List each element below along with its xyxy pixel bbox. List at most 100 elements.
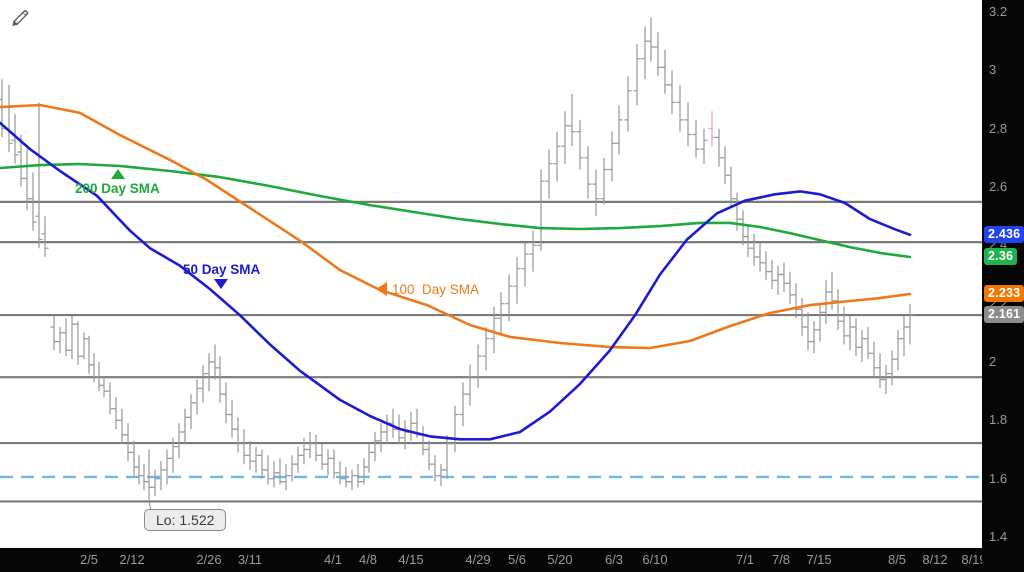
ohlc-bar [336,461,344,485]
ohlc-bar [68,315,76,360]
x-axis-tick-label: 6/3 [604,552,624,567]
ohlc-bar [407,411,415,441]
ohlc-bar [600,157,608,205]
ohlc-bar [816,303,824,342]
ohlc-bar [894,329,902,371]
ohlc-bar [647,17,655,62]
ohlc-bar [145,449,153,502]
ohlc-bar [497,292,505,336]
x-axis-tick-label: 4/29 [465,552,491,567]
y-axis-tick-label: 1.6 [989,470,1008,486]
y-axis-tick-label: 3 [989,62,997,78]
ohlc-bar [330,449,338,479]
x-axis-tick-label: 2/26 [196,552,222,567]
ohlc-bar [35,102,43,249]
ohlc-bar [692,119,700,158]
ohlc-bar [437,464,445,486]
ohlc-bar [537,169,545,252]
ohlc-bar [240,429,248,465]
ohlc-bar [74,321,82,365]
ohlc-bar [553,131,561,182]
ohlc-bar [175,423,183,459]
ohlc-bar [401,420,409,450]
ohlc-bar [684,102,692,147]
ohlc-bar [228,399,236,438]
x-axis-tick-label: 2/5 [79,552,99,567]
ohlc-bar [312,434,320,462]
ohlc-bar [762,251,770,281]
ohlc-bar [443,434,451,479]
ohlc-bar [739,210,747,246]
ohlc-bar [608,131,616,182]
ohlc-bar [130,440,138,476]
y-axis-tick-label: 2.8 [989,120,1008,136]
ohlc-bar [482,327,490,371]
ohlc-bar [721,146,729,185]
ohlc-bar [568,93,576,147]
ohlc-bar [668,70,676,115]
ohlc-bar [41,216,49,257]
ohlc-bar [858,329,866,362]
ohlc-bar [234,417,242,453]
ohlc-bar [140,464,148,491]
ohlc-bar [768,259,776,290]
ohlc-bar [466,364,474,406]
ohlc-bar [193,379,201,415]
x-axis-tick-label: 8/12 [922,552,948,567]
ohlc-bar [80,332,88,360]
sma50-marker-triangle-icon [214,279,228,289]
ohlc-bar [654,32,662,77]
sma200-line [0,162,912,259]
price-axis[interactable]: 3.2 3 2.8 2.6 2.4 2.2 2 1.8 1.6 1.4 2.436 2.36 2.233… [982,0,1024,572]
ohlc-bar [876,353,884,389]
ohlc-bar [529,230,537,272]
x-axis-tick-label: 8/19 [961,552,987,567]
y-axis-tick-label: 2.6 [989,179,1008,194]
ohlc-bar [756,242,764,272]
ohlc-bar [834,289,842,330]
ohlc-bar [199,364,207,403]
ohlc-bar [294,446,302,473]
ohlc-bar [521,242,529,287]
y-axis-tick-label: 1.4 [989,529,1008,544]
ohlc-bar [252,446,260,473]
ohlc-bar [715,128,723,167]
x-axis-tick-label: 7/15 [806,552,832,567]
price-chart-surface[interactable] [0,0,982,548]
x-axis-tick-label: 3/11 [237,552,263,567]
time-axis[interactable]: 2/5 2/12 2/26 3/11 4/1 4/8 4/15 4/29 5/6 5/20 6/3 6… [0,548,1024,572]
ohlc-bar [163,449,171,485]
ohlc-bar [371,432,379,462]
ohlc-bar [377,423,385,453]
last-price-badge: 2.161 [984,306,1024,324]
ohlc-bar [576,119,584,170]
sma100-marker-triangle-icon [376,282,387,296]
ohlc-bar [513,257,521,304]
x-axis-tick-label: 4/15 [398,552,424,567]
x-axis-tick-label: 7/8 [771,552,791,567]
ohlc-bar [882,364,890,395]
sma100-line [0,103,912,350]
x-axis-tick-label: 4/8 [358,552,378,567]
ohlc-bar [276,458,284,485]
ohlc-bar [264,455,272,485]
x-axis-tick-label: 6/10 [642,552,668,567]
ohlc-bar [85,335,93,374]
draw-tool-pencil-icon[interactable] [9,7,31,29]
ohlc-bar [306,432,314,459]
sma50-label: 50 Day SMA [183,262,261,277]
ohlc-bar [29,172,37,231]
ohlc-bar [505,274,513,322]
ohlc-bar [615,105,623,155]
x-axis-tick-label: 5/20 [547,552,573,567]
ohlc-bar [774,265,782,295]
ohlc-bar [50,315,58,351]
ohlc-bar [112,397,120,430]
ohlc-bar [888,350,896,386]
ohlc-bar [490,306,498,354]
ohlc-bar [300,437,308,465]
ohlc-bar [792,283,800,319]
sma200-price-badge: 2.36 [984,248,1018,265]
ohlc-bar [181,408,189,444]
ohlc-bar [474,344,482,389]
